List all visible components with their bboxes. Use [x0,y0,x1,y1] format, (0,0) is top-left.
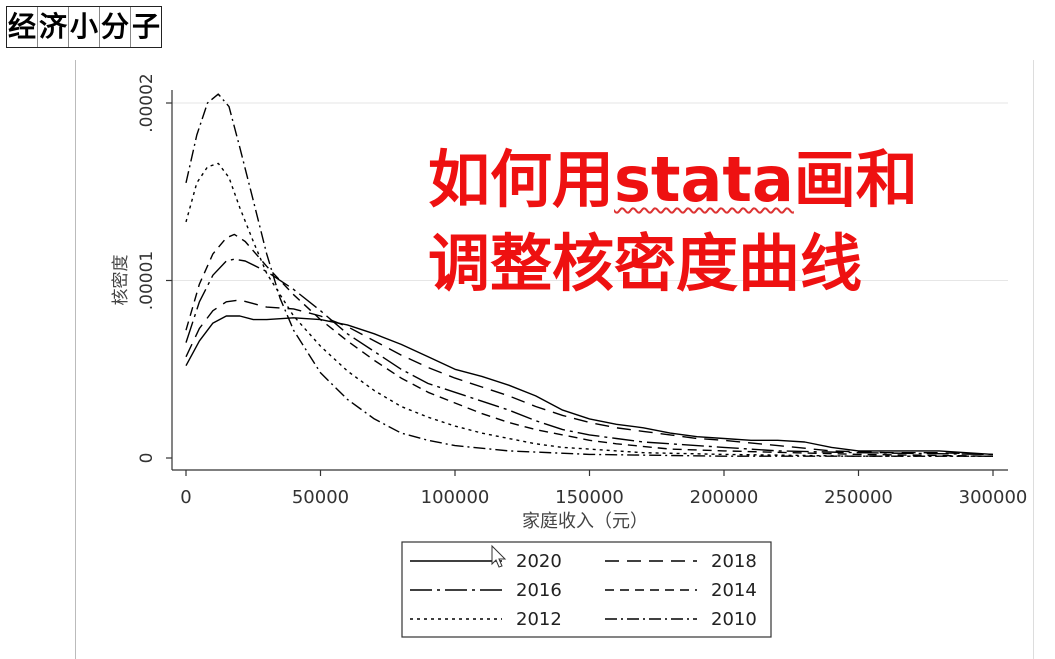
title-overlay: 如何用stata画和 调整核密度曲线 [428,138,918,306]
logo-char: 分 [100,7,131,47]
axes-layer: 0 .00001 .00002 0 50000 100000 150000 200000 250… [137,73,1027,508]
channel-logo: 经济小分子 [6,6,162,48]
logo-char: 子 [131,10,160,43]
frame-divider-right [1033,60,1034,659]
y-tick-label: .00001 [137,251,157,310]
legend-label: 2012 [516,609,562,630]
frame-divider-left [75,60,76,659]
legend-label: 2014 [711,580,757,601]
x-tick-label: 150000 [555,487,624,508]
y-axis-label: 核密度 [111,255,131,306]
grid-layer [172,102,1008,281]
y-tick-label: 0 [137,453,157,464]
legend: 2020 2018 2016 2014 2012 2010 [401,541,772,638]
logo-char: 济 [38,7,69,47]
series-line-2010 [185,93,993,457]
legend-label: 2018 [711,551,757,572]
x-tick-label: 300000 [959,487,1028,508]
x-tick-label: 50000 [292,487,349,508]
legend-label: 2010 [711,609,757,630]
x-tick-label: 0 [180,487,191,508]
x-tick-label: 200000 [690,487,759,508]
overlay-line1-prefix: 如何用 [428,143,615,216]
legend-label: 2016 [516,580,562,601]
series-layer [185,93,994,457]
overlay-line1-suffix: 画和 [793,143,918,216]
series-line-2018 [185,299,994,456]
x-tick-label: 250000 [824,487,893,508]
series-line-2016 [185,258,994,456]
series-line-2020 [185,315,994,456]
legend-label: 2020 [516,551,562,572]
series-line-2014 [185,233,994,457]
y-tick-label: .00002 [137,73,157,132]
mouse-cursor-icon [491,544,507,568]
overlay-line1-word: stata [614,143,794,216]
logo-char: 经 [7,7,38,47]
x-tick-label: 100000 [421,487,490,508]
overlay-line2: 调整核密度曲线 [428,227,863,300]
series-line-2012 [185,162,993,457]
logo-char: 小 [69,7,100,47]
x-axis-label: 家庭收入（元） [522,511,648,532]
